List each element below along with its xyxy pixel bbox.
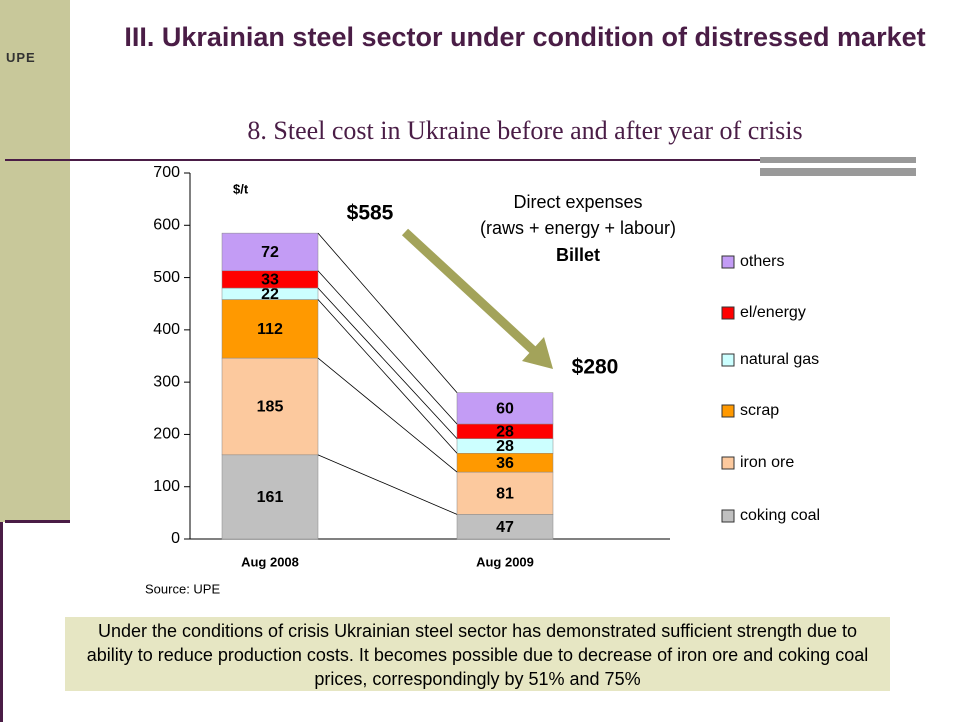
- y-tick-label: 0: [171, 530, 180, 547]
- y-tick-label: 100: [153, 478, 180, 495]
- data-label: 47: [496, 519, 514, 536]
- annotation: (raws + energy + labour): [480, 218, 676, 238]
- connector: [317, 287, 458, 439]
- rule-block: [760, 168, 916, 176]
- legend-label: others: [740, 253, 784, 270]
- logo: UPE: [6, 50, 36, 65]
- x-tick-label: Aug 2009: [476, 554, 534, 569]
- annotation: Billet: [556, 245, 600, 265]
- footer-text: Under the conditions of crisis Ukrainian…: [86, 621, 869, 689]
- title: III. Ukrainian steel sector under condit…: [124, 22, 926, 52]
- legend-label: el/energy: [740, 304, 806, 321]
- y-tick-label: 200: [153, 426, 180, 443]
- data-label: 161: [257, 489, 284, 506]
- data-label: 60: [496, 401, 514, 418]
- connector: [317, 454, 458, 515]
- source: Source: UPE: [145, 581, 220, 596]
- side-bar: [0, 0, 70, 522]
- side-line: [5, 520, 70, 523]
- data-label: 112: [257, 321, 283, 338]
- connector: [317, 357, 458, 473]
- footer: Under the conditions of crisis Ukrainian…: [65, 617, 890, 691]
- data-label: 72: [261, 244, 279, 261]
- bar-segment: [221, 299, 319, 359]
- legend-label: coking coal: [740, 507, 820, 524]
- y-axis-label: $/t: [233, 181, 249, 196]
- legend-swatch: [721, 456, 735, 470]
- rule-block: [760, 157, 916, 163]
- connector: [317, 270, 458, 425]
- subtitle: 8. Steel cost in Ukraine before and afte…: [247, 116, 803, 145]
- y-tick-label: 500: [153, 269, 180, 286]
- legend-swatch: [721, 404, 735, 418]
- bar-segment: [456, 514, 554, 540]
- data-label: 22: [261, 286, 279, 303]
- data-label: 36: [496, 455, 514, 472]
- legend-swatch: [721, 255, 735, 269]
- bar-segment: [221, 232, 319, 272]
- y-tick-label: 700: [153, 164, 180, 181]
- data-label: 33: [261, 272, 279, 289]
- y-tick-label: 600: [153, 217, 180, 234]
- legend-label: natural gas: [740, 351, 819, 368]
- bar-segment: [456, 392, 554, 425]
- bar-segment: [221, 454, 319, 540]
- x-tick-label: Aug 2008: [241, 554, 299, 569]
- data-label: 28: [496, 438, 514, 455]
- total-label: $585: [347, 202, 394, 225]
- y-tick-label: 400: [153, 321, 180, 338]
- legend-swatch: [721, 353, 735, 367]
- legend-label: iron ore: [740, 454, 794, 471]
- bar-segment: [221, 357, 319, 456]
- annotation: Direct expenses: [513, 192, 642, 212]
- y-tick-label: 300: [153, 373, 180, 390]
- arrow: [401, 228, 539, 356]
- legend-label: scrap: [740, 402, 779, 419]
- bar-segment: [456, 471, 554, 515]
- connector: [317, 232, 458, 393]
- arrow-head: [522, 337, 553, 369]
- data-label: 185: [257, 399, 284, 416]
- connector: [317, 299, 458, 454]
- data-label: 81: [496, 485, 514, 502]
- data-label: 28: [496, 424, 514, 441]
- legend-swatch: [721, 306, 735, 320]
- legend-swatch: [721, 509, 735, 523]
- total-label: $280: [572, 356, 619, 379]
